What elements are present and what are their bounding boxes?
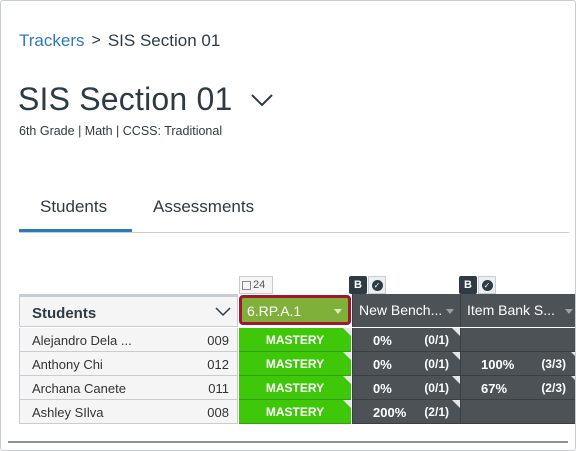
- score-percent: 67%: [481, 381, 508, 396]
- mastery-cell[interactable]: MASTERY: [239, 400, 351, 424]
- section-number: 011: [208, 381, 229, 396]
- item-bank-column-header[interactable]: Item Bank S...: [460, 294, 575, 327]
- score-percent: 200%: [373, 405, 407, 420]
- page-title-container[interactable]: SIS Section 01: [18, 81, 273, 118]
- score-percent: 0%: [373, 333, 392, 348]
- mastery-cell[interactable]: MASTERY: [239, 352, 351, 376]
- student-cell[interactable]: Ashley SIlva 008: [19, 400, 238, 424]
- student-name: Ashley SIlva: [32, 405, 104, 420]
- standard-column-header[interactable]: 6.RP.A.1: [239, 295, 351, 325]
- benchmark-column-header[interactable]: New Bench...: [352, 294, 460, 327]
- student-cell[interactable]: Anthony Chi 012: [19, 352, 238, 376]
- student-name: Anthony Chi: [32, 357, 103, 372]
- check-circle-icon: ✓: [368, 276, 386, 294]
- students-column-header[interactable]: Students: [19, 294, 238, 327]
- dropdown-arrow-icon[interactable]: [446, 309, 454, 314]
- page-title: SIS Section 01: [18, 81, 233, 117]
- mastery-label: MASTERY: [265, 404, 325, 419]
- score-percent: 0%: [373, 381, 392, 396]
- benchmark-score-cell[interactable]: 0% (0/1): [352, 376, 460, 400]
- student-name: Archana Canete: [32, 381, 126, 396]
- student-cell[interactable]: Archana Canete 011: [19, 376, 238, 400]
- tab-students[interactable]: Students: [40, 197, 108, 216]
- dropdown-arrow-icon[interactable]: [565, 309, 573, 314]
- student-grid: Students 6.RP.A.1 New Bench... Item Bank…: [19, 294, 575, 444]
- item-bank-badge: B ✓: [459, 276, 496, 294]
- student-cell[interactable]: Alejandro Dela ... 009: [19, 328, 238, 352]
- score-fraction: (0/1): [424, 381, 449, 395]
- divider: [8, 441, 568, 443]
- tab-assessments[interactable]: Assessments: [153, 197, 255, 216]
- benchmark-icon: B: [349, 276, 367, 294]
- section-number: 009: [207, 333, 229, 348]
- students-header-label: Students: [32, 305, 97, 322]
- item-bank-score-cell[interactable]: [460, 328, 575, 352]
- mastery-label: MASTERY: [265, 380, 325, 395]
- item-bank-label: Item Bank S...: [467, 302, 555, 318]
- standard-label: 6.RP.A.1: [247, 303, 302, 319]
- benchmark-score-cell[interactable]: 0% (0/1): [352, 328, 460, 352]
- gradebook-count: 24: [253, 279, 266, 291]
- table-row: Archana Canete 011 MASTERY 0% (0/1) 67% …: [19, 376, 575, 400]
- benchmark-label: New Bench...: [359, 302, 443, 318]
- gradebook-count-badge: 24: [239, 276, 273, 294]
- breadcrumb: Trackers > SIS Section 01: [19, 31, 220, 51]
- section-meta: 6th Grade | Math | CCSS: Traditional: [19, 124, 223, 138]
- table-row: Ashley SIlva 008 MASTERY 200% (2/1): [19, 400, 575, 424]
- item-bank-score-cell[interactable]: 100% (3/3): [460, 352, 575, 376]
- section-number: 012: [207, 357, 229, 372]
- chevron-down-icon[interactable]: [250, 93, 273, 107]
- student-name: Alejandro Dela ...: [32, 333, 132, 348]
- score-percent: 100%: [481, 357, 515, 372]
- section-number: 008: [207, 405, 229, 420]
- benchmark-badge: B ✓: [349, 276, 386, 294]
- table-row: Anthony Chi 012 MASTERY 0% (0/1) 100% (3…: [19, 352, 575, 376]
- chevron-right-icon: >: [91, 32, 101, 49]
- benchmark-icon: B: [459, 276, 477, 294]
- mastery-label: MASTERY: [265, 356, 325, 371]
- mastery-cell[interactable]: MASTERY: [239, 376, 351, 400]
- item-bank-score-cell[interactable]: [460, 400, 575, 424]
- dropdown-arrow-icon[interactable]: [334, 309, 342, 314]
- gradebook-icon: [242, 280, 251, 290]
- benchmark-score-cell[interactable]: 200% (2/1): [352, 400, 460, 424]
- score-fraction: (2/3): [541, 381, 566, 395]
- score-percent: 0%: [373, 357, 392, 372]
- score-fraction: (2/1): [424, 405, 449, 419]
- check-circle-icon: ✓: [478, 276, 496, 294]
- chevron-down-icon[interactable]: [215, 307, 231, 317]
- score-fraction: (0/1): [424, 357, 449, 371]
- mastery-label: MASTERY: [265, 332, 325, 347]
- item-bank-score-cell[interactable]: 67% (2/3): [460, 376, 575, 400]
- benchmark-score-cell[interactable]: 0% (0/1): [352, 352, 460, 376]
- breadcrumb-current: SIS Section 01: [107, 31, 221, 50]
- breadcrumb-trackers-link[interactable]: Trackers: [19, 31, 85, 50]
- active-tab-indicator: [19, 229, 132, 232]
- tab-bar: Students Assessments: [19, 191, 569, 233]
- score-fraction: (0/1): [424, 333, 449, 347]
- mastery-cell[interactable]: MASTERY: [239, 328, 351, 352]
- score-fraction: (3/3): [541, 357, 566, 371]
- table-row: Alejandro Dela ... 009 MASTERY 0% (0/1): [19, 328, 575, 352]
